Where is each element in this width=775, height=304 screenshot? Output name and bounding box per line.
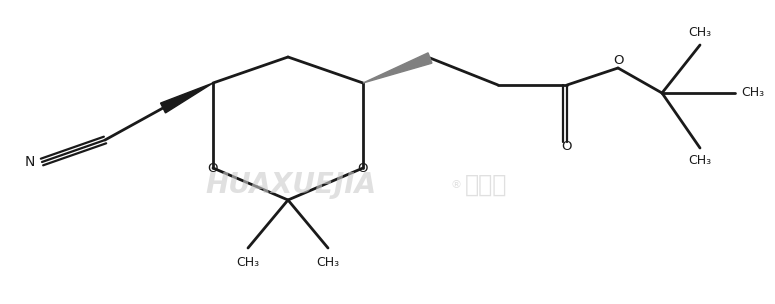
- Polygon shape: [363, 53, 432, 83]
- Text: HUAXUEJIA: HUAXUEJIA: [205, 171, 376, 199]
- Text: O: O: [358, 161, 368, 174]
- Text: CH₃: CH₃: [236, 255, 260, 268]
- Text: O: O: [208, 161, 219, 174]
- Text: 化学加: 化学加: [465, 173, 508, 197]
- Text: CH₃: CH₃: [688, 154, 711, 168]
- Text: CH₃: CH₃: [742, 87, 765, 99]
- Text: O: O: [613, 54, 623, 67]
- Text: ®: ®: [450, 180, 461, 190]
- Text: CH₃: CH₃: [316, 255, 339, 268]
- Text: O: O: [562, 140, 572, 153]
- Polygon shape: [160, 83, 213, 113]
- Text: N: N: [25, 155, 35, 169]
- Text: CH₃: CH₃: [688, 26, 711, 39]
